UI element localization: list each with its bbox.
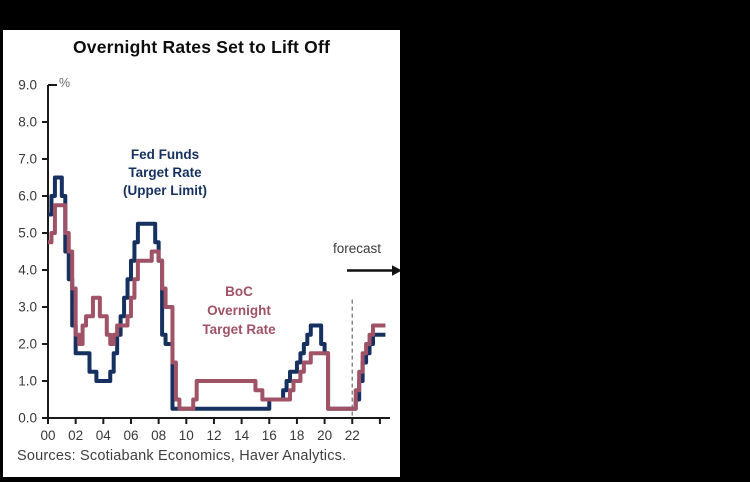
- y-axis-unit-label: %: [59, 76, 71, 90]
- y-tick-label: 9.0: [18, 78, 37, 93]
- x-tick-label: 22: [345, 428, 360, 443]
- x-tick-label: 14: [234, 428, 250, 443]
- y-tick-label: 5.0: [18, 226, 37, 241]
- x-tick-label: 18: [289, 428, 304, 443]
- y-tick-label: 2.0: [18, 337, 37, 352]
- x-tick-label: 20: [317, 428, 332, 443]
- y-tick-label: 6.0: [18, 189, 37, 204]
- y-tick-label: 1.0: [18, 374, 37, 389]
- y-tick-label: 0.0: [18, 411, 37, 426]
- sources-attribution: Sources: Scotiabank Economics, Haver Ana…: [17, 448, 347, 464]
- y-tick-label: 3.0: [18, 300, 37, 315]
- x-tick-label: 08: [151, 428, 166, 443]
- forecast-arrow-head: [392, 265, 400, 276]
- x-tick-label: 12: [206, 428, 221, 443]
- chart-plot-area: 9.0 8.0 7.0 6.0 5.0 4.0 3.0 2.0 1.0 0.000 02 04 06 08…: [18, 78, 400, 443]
- forecast-annotation-label: forecast: [332, 241, 382, 256]
- x-tick-label: 04: [96, 428, 112, 443]
- boc-series-line: [48, 203, 386, 411]
- x-tick-label: 02: [68, 428, 83, 443]
- x-tick-label: 00: [40, 428, 55, 443]
- y-tick-label: 8.0: [18, 115, 37, 130]
- chart-panel: Overnight Rates Set to Lift Off 9.0 8.0 7.…: [3, 30, 400, 477]
- boc-series-label: BoC Overnight Target Rate: [202, 284, 276, 337]
- x-tick-label: 10: [179, 428, 194, 443]
- chart-title: Overnight Rates Set to Lift Off: [72, 37, 331, 57]
- x-tick-label: 16: [262, 428, 277, 443]
- y-tick-label: 4.0: [18, 263, 37, 278]
- fed-funds-series-label: Fed Funds Target Rate (Upper Limit): [123, 147, 207, 198]
- y-tick-label: 7.0: [18, 152, 37, 167]
- x-tick-label: 06: [123, 428, 138, 443]
